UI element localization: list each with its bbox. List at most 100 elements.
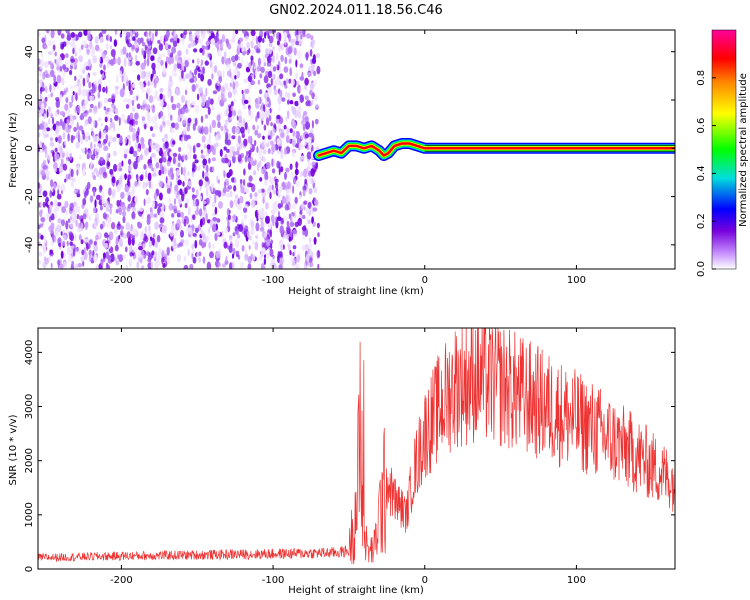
- noise-speckle-dot: [40, 234, 44, 240]
- noise-speckle-dot: [280, 132, 285, 139]
- noise-speckle-dot: [236, 115, 239, 121]
- noise-speckle-dot: [141, 265, 144, 269]
- noise-speckle-dot: [316, 222, 320, 229]
- noise-speckle-dot: [182, 167, 186, 177]
- noise-speckle-dot: [159, 163, 163, 171]
- noise-speckle-dot: [298, 38, 304, 46]
- noise-speckle-dot: [171, 213, 175, 218]
- noise-speckle-dot: [38, 190, 42, 196]
- noise-speckle-dot: [128, 139, 131, 147]
- noise-speckle-dot: [93, 119, 96, 128]
- noise-speckle-dot: [116, 74, 119, 83]
- noise-speckle-dot: [162, 157, 167, 163]
- noise-speckle-dot: [267, 30, 273, 34]
- noise-speckle-dot: [44, 96, 48, 102]
- noise-speckle-dot: [147, 254, 153, 261]
- noise-speckle-dot: [219, 148, 223, 157]
- noise-speckle-dot: [312, 221, 316, 228]
- noise-speckle-dot: [268, 114, 272, 122]
- noise-speckle-dot: [310, 133, 315, 140]
- noise-speckle-dot: [244, 225, 249, 234]
- noise-speckle-dot: [134, 141, 139, 149]
- noise-speckle-dot: [74, 233, 77, 242]
- noise-speckle-dot: [259, 30, 264, 38]
- noise-speckle-dot: [196, 205, 199, 213]
- noise-speckle-dot: [164, 253, 168, 262]
- noise-speckle-dot: [100, 69, 103, 74]
- noise-speckle-dot: [254, 241, 259, 251]
- noise-speckle-dot: [178, 59, 181, 65]
- noise-speckle-dot: [39, 86, 43, 95]
- noise-speckle-dot: [142, 181, 146, 190]
- noise-speckle-dot: [203, 171, 209, 177]
- noise-speckle-dot: [132, 206, 136, 212]
- noise-speckle-dot: [191, 194, 197, 199]
- noise-speckle-dot: [167, 90, 171, 97]
- noise-speckle-dot: [304, 178, 308, 185]
- noise-speckle-dot: [60, 33, 65, 39]
- noise-speckle-dot: [306, 151, 312, 160]
- noise-speckle-dot: [276, 160, 280, 169]
- noise-speckle-dot: [316, 250, 321, 259]
- noise-speckle-dot: [170, 122, 176, 129]
- noise-speckle-dot: [312, 207, 318, 212]
- noise-speckle-dot: [122, 30, 128, 34]
- noise-speckle-dot: [69, 114, 73, 122]
- noise-speckle-dot: [61, 206, 66, 214]
- noise-speckle-dot: [38, 112, 42, 118]
- noise-speckle-dot: [205, 87, 208, 97]
- noise-speckle-dot: [168, 198, 172, 204]
- noise-speckle-dot: [146, 57, 150, 67]
- noise-speckle-dot: [267, 148, 271, 154]
- noise-speckle-dot: [185, 73, 190, 80]
- noise-speckle-dot: [272, 46, 276, 51]
- noise-speckle-dot: [289, 204, 293, 209]
- noise-speckle-dot: [114, 227, 118, 234]
- noise-speckle-dot: [236, 70, 241, 79]
- noise-speckle-dot: [80, 112, 84, 121]
- noise-speckle-dot: [148, 240, 153, 248]
- noise-speckle-dot: [116, 133, 121, 138]
- noise-speckle-dot: [292, 245, 297, 250]
- noise-speckle-dot: [280, 244, 284, 252]
- noise-speckle-dot: [275, 52, 279, 61]
- noise-speckle-dot: [207, 53, 212, 58]
- noise-speckle-dot: [68, 231, 73, 236]
- noise-speckle-dot: [200, 125, 204, 135]
- noise-speckle-dot: [233, 98, 237, 103]
- noise-speckle-dot: [55, 99, 60, 109]
- noise-speckle-dot: [226, 63, 231, 69]
- noise-speckle-dot: [40, 170, 46, 176]
- noise-speckle-dot: [72, 63, 76, 68]
- noise-speckle-dot: [103, 139, 108, 144]
- noise-speckle-dot: [123, 153, 128, 159]
- noise-speckle-dot: [266, 252, 270, 259]
- noise-speckle-dot: [243, 168, 246, 176]
- noise-speckle-dot: [202, 66, 205, 75]
- noise-speckle-dot: [233, 34, 236, 42]
- noise-speckle-dot: [99, 223, 104, 230]
- noise-speckle-dot: [209, 185, 212, 191]
- noise-speckle-dot: [112, 150, 117, 157]
- noise-speckle-dot: [70, 244, 74, 250]
- noise-speckle-dot: [240, 186, 245, 194]
- noise-speckle-dot: [186, 217, 189, 225]
- noise-speckle-dot: [295, 34, 299, 42]
- noise-speckle-dot: [197, 125, 202, 133]
- noise-speckle-dot: [62, 240, 66, 247]
- noise-speckle-dot: [209, 60, 213, 69]
- noise-speckle-dot: [237, 254, 241, 260]
- noise-speckle-dot: [243, 99, 249, 104]
- noise-speckle-dot: [65, 59, 69, 68]
- noise-speckle-dot: [278, 264, 283, 269]
- noise-speckle-dot: [257, 65, 260, 73]
- noise-speckle-dot: [158, 158, 163, 164]
- noise-speckle-dot: [149, 209, 154, 219]
- noise-speckle-dot: [231, 76, 234, 84]
- spectrogram-x-label: Height of straight line (km): [288, 286, 424, 297]
- noise-speckle-dot: [62, 64, 66, 70]
- noise-speckle-dot: [165, 176, 168, 184]
- noise-speckle-dot: [89, 103, 94, 109]
- noise-speckle-dot: [142, 42, 146, 47]
- noise-speckle-dot: [194, 68, 198, 76]
